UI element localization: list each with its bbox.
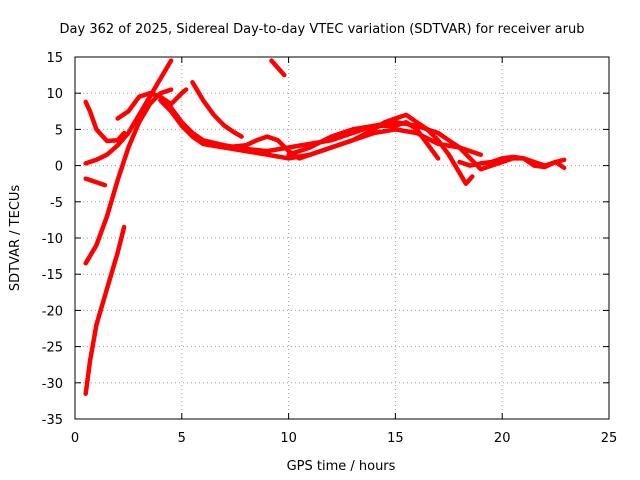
- series-arc-h: [269, 58, 287, 78]
- x-tick-label: 20: [494, 431, 511, 446]
- y-tick-label: -5: [50, 196, 63, 211]
- series-arc-d: [83, 58, 174, 166]
- y-tick-label: 0: [55, 160, 63, 175]
- grid: [75, 57, 609, 419]
- y-tick-label: -35: [42, 413, 63, 428]
- y-tick-label: -10: [42, 232, 63, 247]
- y-axis-label: SDTVAR / TECUs: [8, 185, 23, 292]
- series-arc-e: [83, 176, 108, 188]
- y-tick-label: -20: [42, 304, 63, 319]
- y-tick-label: -15: [42, 268, 63, 283]
- series-arc-a: [83, 224, 127, 396]
- series-arc-i: [147, 90, 441, 161]
- x-tick-label: 0: [71, 431, 79, 446]
- y-tick-label: -25: [42, 341, 63, 356]
- series-arc-g: [190, 80, 244, 139]
- chart-title: Day 362 of 2025, Sidereal Day-to-day VTE…: [60, 22, 585, 37]
- x-tick-label: 25: [601, 431, 618, 446]
- series-arc-c: [83, 99, 127, 144]
- x-tick-label: 15: [387, 431, 404, 446]
- y-tick-label: 15: [46, 51, 63, 66]
- x-axis-label: GPS time / hours: [287, 459, 396, 474]
- series-arc-m: [457, 154, 567, 171]
- series-arc-b: [83, 87, 174, 266]
- y-tick-label: 10: [46, 87, 63, 102]
- y-tick-label: 5: [55, 123, 63, 138]
- axis-ticks: 0 5 10 15 20 25 15 10 5 0 -5 -10 -15 -20 -25 -30 -35: [42, 51, 618, 446]
- y-tick-label: -30: [42, 377, 63, 392]
- x-tick-label: 10: [280, 431, 297, 446]
- x-tick-label: 5: [178, 431, 186, 446]
- data-series: [83, 58, 567, 396]
